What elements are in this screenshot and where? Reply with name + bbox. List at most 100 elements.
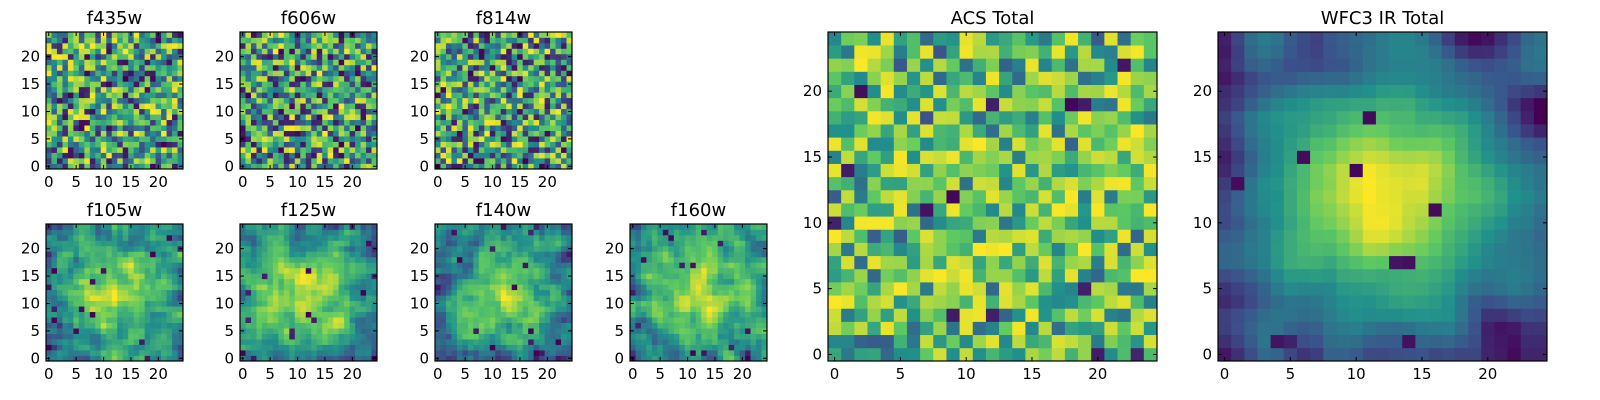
heatmap-cell bbox=[67, 75, 74, 82]
heatmap-cell bbox=[539, 97, 545, 104]
heatmap-cell bbox=[684, 234, 691, 241]
heatmap-cell bbox=[333, 245, 339, 252]
heatmap-cell bbox=[489, 251, 496, 258]
heatmap-cell bbox=[117, 240, 124, 247]
heatmap-cell bbox=[344, 125, 350, 131]
heatmap-cell bbox=[150, 350, 156, 356]
heatmap-cell bbox=[117, 267, 124, 274]
heatmap-cell bbox=[338, 306, 345, 313]
heatmap-cell bbox=[456, 125, 463, 131]
heatmap-cell bbox=[706, 234, 713, 241]
heatmap-cell bbox=[294, 295, 301, 302]
heatmap-cell bbox=[662, 333, 669, 340]
heatmap-cell bbox=[734, 262, 740, 269]
heatmap-cell bbox=[478, 42, 485, 49]
y-tick-label: 5 bbox=[224, 322, 234, 340]
heatmap-cell bbox=[327, 97, 334, 104]
heatmap-cell bbox=[62, 130, 69, 137]
heatmap-cell bbox=[344, 300, 350, 307]
heatmap-cell bbox=[880, 295, 895, 309]
heatmap-cell bbox=[67, 317, 74, 323]
heatmap-cell bbox=[651, 350, 658, 356]
heatmap-cell bbox=[261, 328, 268, 334]
heatmap-cell bbox=[635, 317, 642, 323]
heatmap-cell bbox=[440, 273, 447, 280]
x-tick-label: 20 bbox=[343, 365, 362, 383]
heatmap-cell bbox=[95, 278, 102, 285]
heatmap-cell bbox=[739, 245, 746, 252]
heatmap-cell bbox=[478, 300, 485, 307]
heatmap-cell bbox=[89, 355, 96, 362]
heatmap-cell bbox=[734, 350, 740, 356]
heatmap-cell bbox=[316, 108, 323, 115]
heatmap-cell bbox=[489, 130, 496, 137]
heatmap-cell bbox=[484, 256, 491, 263]
heatmap-cell bbox=[155, 86, 162, 93]
heatmap-cell bbox=[651, 355, 658, 362]
heatmap-cell bbox=[261, 32, 268, 38]
heatmap-cell bbox=[95, 70, 102, 77]
heatmap-cell bbox=[305, 311, 312, 318]
heatmap-cell bbox=[467, 37, 474, 44]
heatmap-cell bbox=[117, 119, 124, 126]
heatmap-cell bbox=[139, 32, 145, 38]
heatmap-cell bbox=[267, 262, 274, 269]
heatmap-cell bbox=[550, 289, 556, 296]
heatmap-cell bbox=[728, 306, 735, 313]
heatmap-cell bbox=[695, 311, 702, 318]
heatmap-cell bbox=[662, 240, 669, 247]
heatmap-cell bbox=[679, 256, 686, 263]
heatmap-cell bbox=[360, 81, 367, 88]
heatmap-cell bbox=[355, 92, 361, 99]
heatmap-cell bbox=[344, 256, 350, 263]
heatmap-cell bbox=[555, 70, 562, 77]
heatmap-cell bbox=[533, 240, 540, 247]
heatmap-cell bbox=[640, 355, 647, 362]
heatmap-cell bbox=[84, 322, 91, 329]
heatmap-cell bbox=[73, 311, 80, 318]
heatmap-cell bbox=[761, 311, 768, 318]
heatmap-cell bbox=[338, 284, 345, 291]
heatmap-cell bbox=[155, 295, 162, 302]
heatmap-cell bbox=[294, 245, 301, 252]
x-tick-label: 5 bbox=[460, 173, 470, 191]
heatmap-cell bbox=[690, 284, 697, 291]
heatmap-cell bbox=[56, 53, 63, 60]
heatmap-cell bbox=[517, 273, 524, 280]
heatmap-cell bbox=[500, 108, 507, 115]
heatmap-cell bbox=[355, 59, 361, 66]
heatmap-cell bbox=[294, 92, 301, 99]
heatmap-cell bbox=[946, 229, 960, 243]
heatmap-cell bbox=[1025, 321, 1039, 336]
heatmap-cell bbox=[695, 262, 702, 269]
heatmap-cell bbox=[366, 234, 372, 241]
heatmap-cell bbox=[717, 339, 724, 345]
heatmap-cell bbox=[349, 350, 356, 356]
heatmap-cell bbox=[435, 64, 441, 71]
heatmap-cell bbox=[300, 289, 307, 296]
heatmap-cell bbox=[1025, 189, 1039, 204]
heatmap-cell bbox=[561, 152, 567, 159]
heatmap-cell bbox=[344, 328, 350, 334]
heatmap-cell bbox=[440, 152, 447, 159]
heatmap-cell bbox=[734, 289, 740, 296]
x-tick-label: 20 bbox=[343, 173, 362, 191]
heatmap-cell bbox=[462, 273, 469, 280]
heatmap-cell bbox=[289, 251, 296, 258]
heatmap-cell bbox=[100, 333, 107, 340]
heatmap-cell bbox=[300, 37, 307, 44]
heatmap-cell bbox=[462, 339, 469, 345]
heatmap-cell bbox=[84, 108, 91, 115]
heatmap-cell bbox=[959, 189, 974, 204]
heatmap-cell bbox=[761, 229, 768, 236]
heatmap-cell bbox=[511, 344, 518, 351]
heatmap-cell bbox=[651, 251, 658, 258]
heatmap-cell bbox=[67, 147, 74, 153]
heatmap-cell bbox=[139, 256, 145, 263]
heatmap-cell bbox=[1091, 268, 1105, 283]
heatmap-cell bbox=[117, 86, 124, 93]
heatmap-cell bbox=[511, 125, 518, 131]
heatmap-cell bbox=[511, 70, 518, 77]
heatmap-cell bbox=[651, 267, 658, 274]
heatmap-cell bbox=[144, 311, 151, 318]
